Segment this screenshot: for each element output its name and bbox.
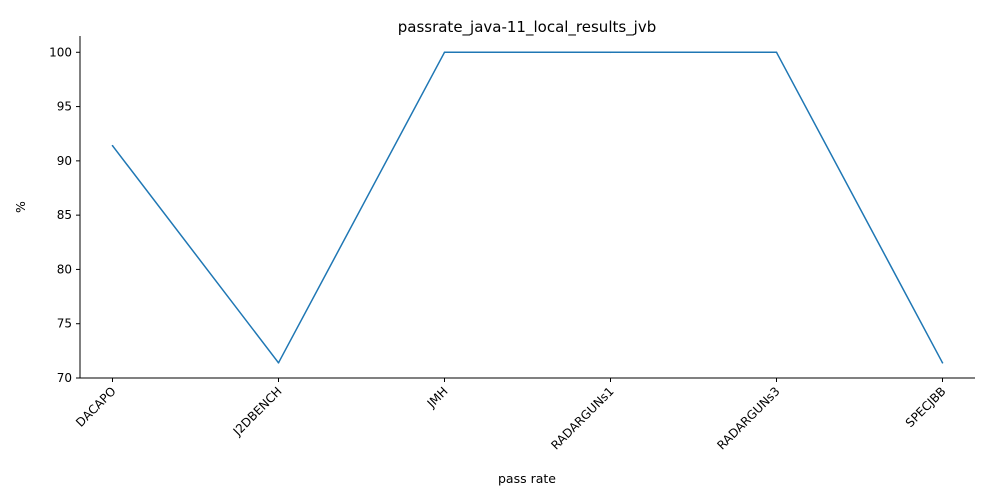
y-tick-label: 80 (57, 262, 72, 276)
y-tick-label: 85 (57, 208, 72, 222)
x-tick-label: RADARGUNs3 (714, 384, 782, 452)
data-point (111, 144, 114, 147)
y-tick-label: 95 (57, 100, 72, 114)
x-tick-label: RADARGUNs1 (548, 384, 616, 452)
chart-title: passrate_java-11_local_results_jvb (398, 18, 657, 37)
y-tick-label: 75 (57, 317, 72, 331)
data-point (609, 51, 612, 54)
x-axis-label: pass rate (498, 471, 556, 486)
y-tick-label: 100 (49, 45, 72, 59)
x-axis-ticks: DACAPO J2DBENCH JMH RADARGUNs1 RADARGUNs3 SPE… (73, 378, 949, 453)
y-tick-label: 70 (57, 371, 72, 385)
y-tick-label: 90 (57, 154, 72, 168)
data-point (443, 51, 446, 54)
y-axis-label: % (13, 201, 28, 213)
data-point (277, 362, 280, 364)
axes-frame (79, 36, 975, 379)
x-tick-label: JMH (424, 384, 451, 411)
y-axis-ticks: 70 75 80 85 90 95 100 (49, 45, 80, 385)
x-tick-label: J2DBENCH (230, 384, 285, 439)
x-tick-label: DACAPO (73, 384, 118, 429)
data-point (775, 51, 778, 54)
data-point (941, 362, 944, 364)
series-line (111, 51, 944, 364)
series-group (111, 51, 944, 364)
x-tick-label: SPECJBB (903, 384, 949, 430)
